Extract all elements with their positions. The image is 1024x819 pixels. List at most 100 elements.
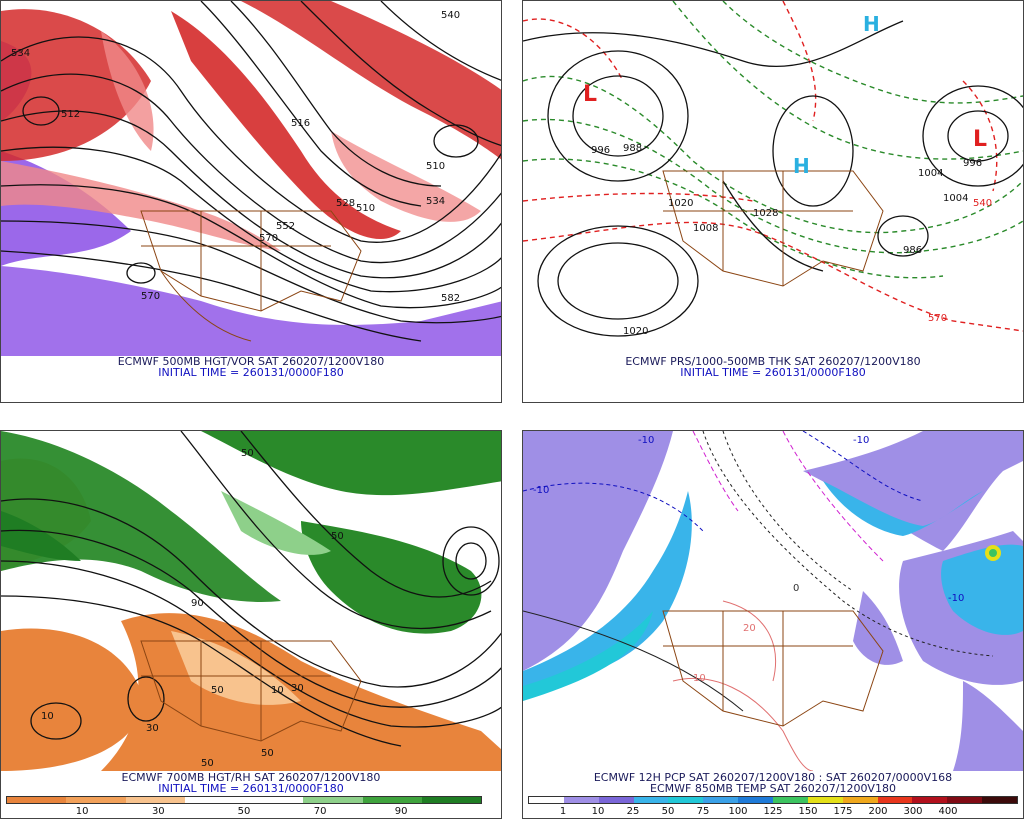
contour-label: 90 (191, 598, 204, 609)
panel-caption-title: ECMWF 500MB HGT/VOR SAT 260207/1200V180 (117, 355, 385, 368)
contour-label: 10 (693, 673, 706, 684)
colorbar-swatch (773, 797, 808, 803)
colorbar-swatch (947, 797, 983, 803)
contour-label: 570 (928, 313, 947, 324)
colorbar-tick: 150 (798, 806, 818, 817)
contour-label: 570 (259, 233, 278, 244)
panel-prs-thickness: L L H H 996 988 1004 1020 1008 996 1004 … (522, 0, 1024, 403)
contour-label: 1020 (623, 326, 648, 337)
contour-label: 540 (441, 10, 460, 21)
contour-label: 0 (793, 583, 799, 594)
colorbar-swatch (738, 797, 774, 803)
contour-label: 50 (211, 685, 224, 696)
colorbar-swatch (66, 797, 126, 803)
high-marker: H (793, 154, 810, 178)
contour-label: 1028 (753, 208, 778, 219)
colorbar-swatch (633, 797, 669, 803)
colorbar-pcp-ticks: 1 10 25 50 75 100 125 150 175 200 300 400 (528, 806, 1018, 818)
contour-label: 50 (201, 758, 214, 769)
map-pcp: -10 -10 -10 0 10 20 -10 (523, 431, 1023, 771)
colorbar-tick: 30 (151, 806, 165, 817)
panel-caption-title: ECMWF 700MB HGT/RH SAT 260207/1200V180 (121, 771, 381, 784)
colorbar-swatch (362, 797, 422, 803)
map-500mb: 534 540 512 510 534 582 570 570 552 528 … (1, 1, 501, 356)
contour-label: 512 (61, 109, 80, 120)
colorbar-rh (6, 796, 482, 804)
colorbar-swatch (877, 797, 913, 803)
contour-label: 534 (11, 48, 30, 59)
contour-label: 10 (271, 685, 284, 696)
high-markers: H H (793, 12, 880, 178)
contour-label: 988 (623, 143, 642, 154)
panel-caption-init: INITIAL TIME = 260131/0000F180 (158, 782, 344, 795)
colorbar-tick: 10 (591, 806, 605, 817)
contour-label: 50 (241, 448, 254, 459)
colorbar-tick: 125 (763, 806, 783, 817)
panel-caption-init: INITIAL TIME = 260131/0000F180 (158, 366, 344, 379)
colorbar-tick: 50 (237, 806, 251, 817)
colorbar-rh-ticks: 10 30 50 70 90 (6, 806, 482, 818)
contour-label: 528 (336, 198, 355, 209)
colorbar-tick: 70 (313, 806, 327, 817)
panel-caption-title: ECMWF 12H PCP SAT 260207/1200V180 : SAT … (593, 771, 953, 784)
colorbar-swatch (421, 797, 481, 803)
contour-label: 552 (276, 221, 295, 232)
contour-label: 986 (903, 245, 922, 256)
contour-label: 10 (41, 711, 54, 722)
colorbar-swatch (529, 797, 564, 803)
contour-label: 20 (743, 623, 756, 634)
contour-label: 50 (261, 748, 274, 759)
colorbar-swatch (184, 797, 244, 803)
low-marker: L (973, 127, 987, 152)
contour-label: 510 (426, 161, 445, 172)
contour-label: 1008 (693, 223, 718, 234)
contour-labels: 534 540 512 510 534 582 570 570 552 528 … (11, 10, 460, 304)
colorbar-tick: 50 (661, 806, 675, 817)
colorbar-tick: 300 (903, 806, 923, 817)
colorbar-pcp (528, 796, 1018, 804)
contour-label: -10 (853, 435, 869, 446)
colorbar-swatch (807, 797, 843, 803)
contour-label: 1004 (918, 168, 943, 179)
contour-label: -10 (533, 485, 549, 496)
colorbar-tick: 75 (696, 806, 710, 817)
contour-label: 582 (441, 293, 460, 304)
colorbar-tick: 400 (938, 806, 958, 817)
colorbar-tick: 25 (626, 806, 640, 817)
colorbar-swatch (703, 797, 739, 803)
panel-700mb-hgt-rh: 50 30 50 10 90 50 30 50 10 50 ECMWF 700M… (0, 430, 502, 819)
high-marker: H (863, 12, 880, 36)
colorbar-swatch (842, 797, 878, 803)
contour-label: 570 (141, 291, 160, 302)
contour-label: -10 (948, 593, 964, 604)
panel-caption-init: INITIAL TIME = 260131/0000F180 (680, 366, 866, 379)
contour-label: 534 (426, 196, 445, 207)
colorbar-tick: 200 (868, 806, 888, 817)
colorbar-swatch (303, 797, 363, 803)
contour-labels: 50 30 50 10 90 50 30 50 10 50 (41, 448, 344, 769)
low-markers: L L (583, 82, 987, 152)
contour-label: 996 (963, 158, 982, 169)
contour-label: 30 (146, 723, 159, 734)
panel-caption-subtitle: ECMWF 850MB TEMP SAT 260207/1200V180 (650, 782, 896, 795)
panel-500mb-hgt-vor: 534 540 512 510 534 582 570 570 552 528 … (0, 0, 502, 403)
colorbar-swatch (125, 797, 185, 803)
colorbar-swatch (982, 797, 1018, 803)
contour-label: 996 (591, 145, 610, 156)
colorbar-tick: 100 (728, 806, 748, 817)
colorbar-swatch (563, 797, 599, 803)
contour-label: 1004 (943, 193, 968, 204)
contour-label: -10 (638, 435, 654, 446)
colorbar-swatch (7, 797, 67, 803)
contour-label: 30 (291, 683, 304, 694)
colorbar-swatch (244, 797, 304, 803)
colorbar-swatch (912, 797, 948, 803)
contour-label: 1020 (668, 198, 693, 209)
panel-pcp-850temp: -10 -10 -10 0 10 20 -10 ECMWF 12H PCP SA… (522, 430, 1024, 819)
contour-label: 516 (291, 118, 310, 129)
map-prs-thickness: L L H H 996 988 1004 1020 1008 996 1004 … (523, 1, 1023, 356)
colorbar-swatch (668, 797, 704, 803)
contour-labels: 996 988 1004 1020 1008 996 1004 1020 570… (591, 143, 992, 337)
low-marker: L (583, 82, 597, 107)
contour-labels: -10 -10 -10 0 10 20 -10 (533, 435, 964, 684)
